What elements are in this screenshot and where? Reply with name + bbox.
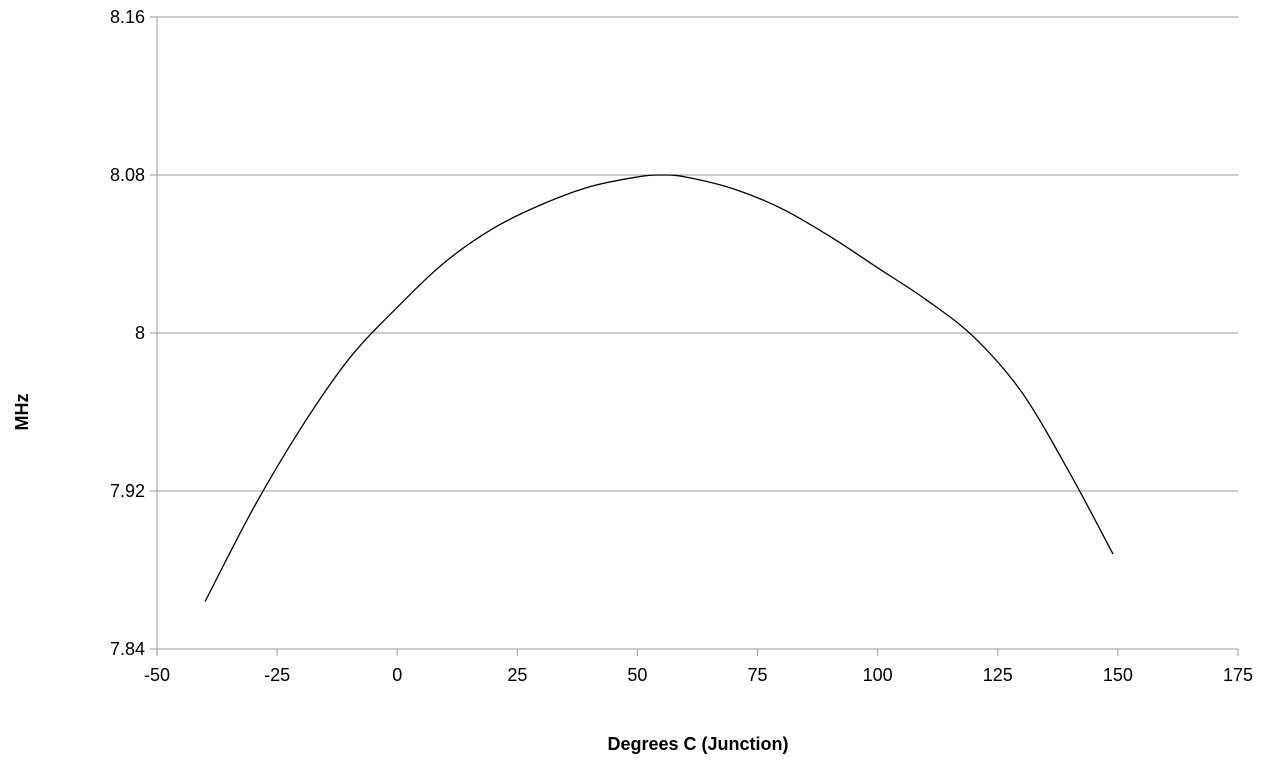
x-tick-label: 75 [748,665,768,685]
x-tick-label: -50 [144,665,170,685]
x-tick-label: 150 [1103,665,1133,685]
grid-lines [157,16,1238,650]
x-tick-label: 0 [392,665,402,685]
series-line [204,174,1114,602]
y-tick-label: 8 [135,323,145,343]
x-tick-label: 25 [507,665,527,685]
x-tick-label: 175 [1223,665,1253,685]
y-axis-title: MHz [12,394,32,431]
x-tick-label: 125 [983,665,1013,685]
x-axis-title: Degrees C (Junction) [607,734,788,754]
x-tick-label: 50 [627,665,647,685]
x-tick-label: 100 [863,665,893,685]
y-tick-label: 8.16 [110,7,145,27]
y-tick-label: 8.08 [110,165,145,185]
series-layer [204,174,1114,602]
y-tick-label: 7.84 [110,639,145,659]
axes [150,16,1239,656]
x-tick-label: -25 [264,665,290,685]
tick-labels: 8.16 8.08 8 7.92 7.84 -50 -25 0 25 50 75 100 125 150 1… [110,7,1253,685]
y-tick-label: 7.92 [110,481,145,501]
